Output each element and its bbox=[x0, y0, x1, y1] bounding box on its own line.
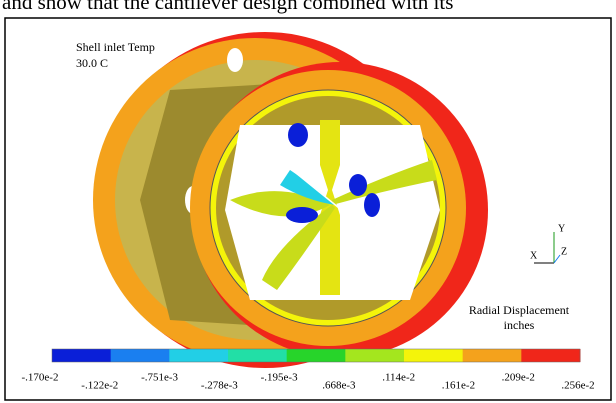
colorbar-segment bbox=[345, 349, 405, 362]
colorbar-segment bbox=[521, 349, 581, 362]
model-front-ring bbox=[190, 62, 488, 358]
colorbar-segment bbox=[286, 349, 346, 362]
axis-label: X bbox=[530, 250, 538, 261]
colorbar-label: -.278e-3 bbox=[201, 380, 238, 392]
colorbar-segment bbox=[110, 349, 170, 362]
colorbar-label: -.751e-3 bbox=[141, 372, 178, 384]
colorbar-label: -.195e-3 bbox=[261, 372, 298, 384]
colorbar-label: -.170e-2 bbox=[22, 372, 59, 384]
colorbar-segment bbox=[52, 349, 112, 362]
axis-label: Y bbox=[558, 223, 565, 234]
legend-title: Radial Displacement bbox=[469, 303, 570, 317]
annotation-line: Shell inlet Temp bbox=[76, 40, 155, 54]
annotation-line: 30.0 C bbox=[76, 56, 108, 70]
colorbar-segment bbox=[404, 349, 464, 362]
colorbar-label: .161e-2 bbox=[442, 380, 475, 392]
colorbar-segment bbox=[462, 349, 522, 362]
colorbar-segment bbox=[169, 349, 229, 362]
header-text: and show that the cantilever design comb… bbox=[2, 0, 453, 14]
colorbar-label: .114e-2 bbox=[382, 372, 415, 384]
colorbar-label: .256e-2 bbox=[561, 380, 594, 392]
colorbar-border bbox=[51, 348, 581, 363]
colorbar-label: -.122e-2 bbox=[81, 380, 118, 392]
axis-triad: X Y Z bbox=[530, 223, 567, 264]
colorbar-segment bbox=[228, 349, 288, 362]
colorbar: -.170e-2 -.122e-2 -.751e-3 -.278e-3 -.195e-3… bbox=[22, 348, 595, 392]
colorbar-label: .668e-3 bbox=[322, 380, 356, 392]
legend-unit: inches bbox=[504, 318, 535, 332]
axis-label: Z bbox=[561, 246, 567, 257]
colorbar-label: .209e-2 bbox=[502, 372, 535, 384]
